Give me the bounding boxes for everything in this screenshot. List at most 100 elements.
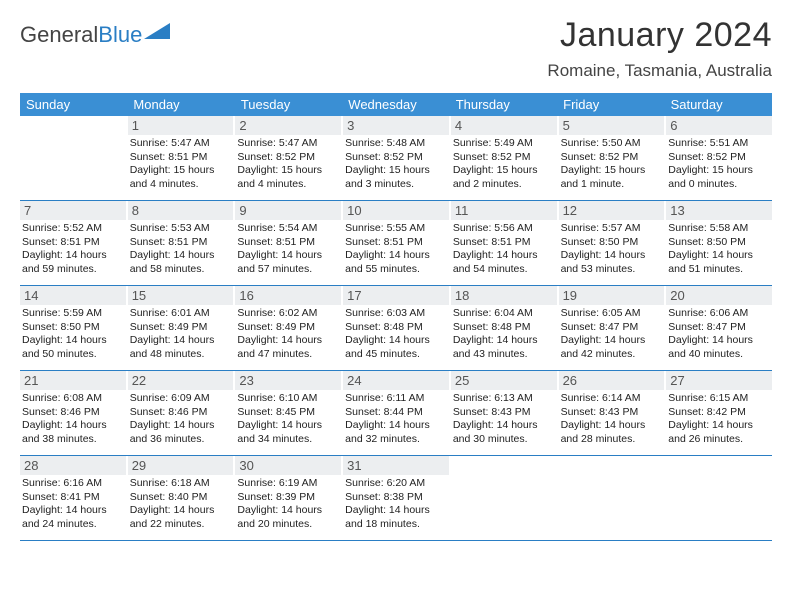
- location: Romaine, Tasmania, Australia: [547, 61, 772, 81]
- day-details: Sunrise: 6:20 AMSunset: 8:38 PMDaylight:…: [343, 475, 449, 534]
- calendar-cell: 17Sunrise: 6:03 AMSunset: 8:48 PMDayligh…: [343, 286, 449, 370]
- day-number: 31: [343, 456, 449, 475]
- calendar-cell: 11Sunrise: 5:56 AMSunset: 8:51 PMDayligh…: [451, 201, 557, 285]
- day-details: Sunrise: 6:04 AMSunset: 8:48 PMDaylight:…: [451, 305, 557, 364]
- calendar-cell: 1Sunrise: 5:47 AMSunset: 8:51 PMDaylight…: [128, 116, 234, 200]
- day-details: Sunrise: 6:02 AMSunset: 8:49 PMDaylight:…: [235, 305, 341, 364]
- calendar-cell: 25Sunrise: 6:13 AMSunset: 8:43 PMDayligh…: [451, 371, 557, 455]
- day-details: Sunrise: 5:54 AMSunset: 8:51 PMDaylight:…: [235, 220, 341, 279]
- day-number: 11: [451, 201, 557, 220]
- calendar-cell: 13Sunrise: 5:58 AMSunset: 8:50 PMDayligh…: [666, 201, 772, 285]
- month-title: January 2024: [547, 16, 772, 55]
- day-details: Sunrise: 5:52 AMSunset: 8:51 PMDaylight:…: [20, 220, 126, 279]
- day-of-week-label: Sunday: [20, 93, 127, 116]
- calendar-cell: 4Sunrise: 5:49 AMSunset: 8:52 PMDaylight…: [451, 116, 557, 200]
- day-number: 23: [235, 371, 341, 390]
- day-details: Sunrise: 6:18 AMSunset: 8:40 PMDaylight:…: [128, 475, 234, 534]
- day-details: Sunrise: 6:15 AMSunset: 8:42 PMDaylight:…: [666, 390, 772, 449]
- calendar-cell: 16Sunrise: 6:02 AMSunset: 8:49 PMDayligh…: [235, 286, 341, 370]
- day-details: Sunrise: 5:53 AMSunset: 8:51 PMDaylight:…: [128, 220, 234, 279]
- calendar-week: 28Sunrise: 6:16 AMSunset: 8:41 PMDayligh…: [20, 456, 772, 541]
- day-details: Sunrise: 5:57 AMSunset: 8:50 PMDaylight:…: [559, 220, 665, 279]
- calendar-cell: 18Sunrise: 6:04 AMSunset: 8:48 PMDayligh…: [451, 286, 557, 370]
- day-number: 8: [128, 201, 234, 220]
- day-number: 1: [128, 116, 234, 135]
- calendar-cell: 23Sunrise: 6:10 AMSunset: 8:45 PMDayligh…: [235, 371, 341, 455]
- calendar-page: GeneralBlue January 2024 Romaine, Tasman…: [0, 0, 792, 561]
- day-of-week-label: Wednesday: [342, 93, 449, 116]
- calendar-cell: 31Sunrise: 6:20 AMSunset: 8:38 PMDayligh…: [343, 456, 449, 540]
- calendar-cell: 15Sunrise: 6:01 AMSunset: 8:49 PMDayligh…: [128, 286, 234, 370]
- day-number: 4: [451, 116, 557, 135]
- day-details: Sunrise: 5:58 AMSunset: 8:50 PMDaylight:…: [666, 220, 772, 279]
- calendar-cell: 7Sunrise: 5:52 AMSunset: 8:51 PMDaylight…: [20, 201, 126, 285]
- calendar-cell: 22Sunrise: 6:09 AMSunset: 8:46 PMDayligh…: [128, 371, 234, 455]
- day-number: 28: [20, 456, 126, 475]
- calendar-cell: [559, 456, 665, 540]
- calendar-cell: 3Sunrise: 5:48 AMSunset: 8:52 PMDaylight…: [343, 116, 449, 200]
- day-number: 25: [451, 371, 557, 390]
- day-number: 22: [128, 371, 234, 390]
- day-number: 2: [235, 116, 341, 135]
- calendar-cell: 21Sunrise: 6:08 AMSunset: 8:46 PMDayligh…: [20, 371, 126, 455]
- day-number: 3: [343, 116, 449, 135]
- calendar-cell: 28Sunrise: 6:16 AMSunset: 8:41 PMDayligh…: [20, 456, 126, 540]
- calendar-cell: 26Sunrise: 6:14 AMSunset: 8:43 PMDayligh…: [559, 371, 665, 455]
- day-details: Sunrise: 6:13 AMSunset: 8:43 PMDaylight:…: [451, 390, 557, 449]
- day-details: Sunrise: 5:48 AMSunset: 8:52 PMDaylight:…: [343, 135, 449, 194]
- triangle-icon: [144, 23, 170, 46]
- day-number: 12: [559, 201, 665, 220]
- calendar-cell: 12Sunrise: 5:57 AMSunset: 8:50 PMDayligh…: [559, 201, 665, 285]
- day-of-week-label: Saturday: [665, 93, 772, 116]
- day-details: Sunrise: 5:59 AMSunset: 8:50 PMDaylight:…: [20, 305, 126, 364]
- day-number: 30: [235, 456, 341, 475]
- day-number: 9: [235, 201, 341, 220]
- day-number: 7: [20, 201, 126, 220]
- day-details: Sunrise: 6:11 AMSunset: 8:44 PMDaylight:…: [343, 390, 449, 449]
- day-number: 6: [666, 116, 772, 135]
- calendar-body: 1Sunrise: 5:47 AMSunset: 8:51 PMDaylight…: [20, 116, 772, 541]
- logo-word-general: General: [20, 22, 98, 47]
- calendar-cell: [451, 456, 557, 540]
- logo-word-blue: Blue: [98, 22, 142, 47]
- day-number: 26: [559, 371, 665, 390]
- day-number: 15: [128, 286, 234, 305]
- calendar-cell: 30Sunrise: 6:19 AMSunset: 8:39 PMDayligh…: [235, 456, 341, 540]
- day-details: Sunrise: 5:50 AMSunset: 8:52 PMDaylight:…: [559, 135, 665, 194]
- day-of-week-label: Monday: [127, 93, 234, 116]
- calendar-cell: 20Sunrise: 6:06 AMSunset: 8:47 PMDayligh…: [666, 286, 772, 370]
- day-number: 29: [128, 456, 234, 475]
- day-details: Sunrise: 6:10 AMSunset: 8:45 PMDaylight:…: [235, 390, 341, 449]
- calendar-cell: 29Sunrise: 6:18 AMSunset: 8:40 PMDayligh…: [128, 456, 234, 540]
- day-details: Sunrise: 5:47 AMSunset: 8:51 PMDaylight:…: [128, 135, 234, 194]
- calendar-cell: 27Sunrise: 6:15 AMSunset: 8:42 PMDayligh…: [666, 371, 772, 455]
- day-number: 10: [343, 201, 449, 220]
- calendar-cell: 6Sunrise: 5:51 AMSunset: 8:52 PMDaylight…: [666, 116, 772, 200]
- day-of-week-header: SundayMondayTuesdayWednesdayThursdayFrid…: [20, 93, 772, 116]
- calendar-week: 21Sunrise: 6:08 AMSunset: 8:46 PMDayligh…: [20, 371, 772, 456]
- calendar-cell: 10Sunrise: 5:55 AMSunset: 8:51 PMDayligh…: [343, 201, 449, 285]
- day-details: Sunrise: 6:08 AMSunset: 8:46 PMDaylight:…: [20, 390, 126, 449]
- day-of-week-label: Thursday: [450, 93, 557, 116]
- day-details: Sunrise: 6:14 AMSunset: 8:43 PMDaylight:…: [559, 390, 665, 449]
- day-details: Sunrise: 5:47 AMSunset: 8:52 PMDaylight:…: [235, 135, 341, 194]
- calendar-cell: 14Sunrise: 5:59 AMSunset: 8:50 PMDayligh…: [20, 286, 126, 370]
- calendar-cell: 24Sunrise: 6:11 AMSunset: 8:44 PMDayligh…: [343, 371, 449, 455]
- calendar: SundayMondayTuesdayWednesdayThursdayFrid…: [20, 93, 772, 541]
- calendar-cell: 5Sunrise: 5:50 AMSunset: 8:52 PMDaylight…: [559, 116, 665, 200]
- day-number: 13: [666, 201, 772, 220]
- day-details: Sunrise: 5:56 AMSunset: 8:51 PMDaylight:…: [451, 220, 557, 279]
- day-details: Sunrise: 6:05 AMSunset: 8:47 PMDaylight:…: [559, 305, 665, 364]
- day-details: Sunrise: 5:55 AMSunset: 8:51 PMDaylight:…: [343, 220, 449, 279]
- calendar-week: 7Sunrise: 5:52 AMSunset: 8:51 PMDaylight…: [20, 201, 772, 286]
- day-number: 19: [559, 286, 665, 305]
- day-of-week-label: Tuesday: [235, 93, 342, 116]
- calendar-cell: [666, 456, 772, 540]
- logo: GeneralBlue: [20, 24, 170, 46]
- day-details: Sunrise: 6:19 AMSunset: 8:39 PMDaylight:…: [235, 475, 341, 534]
- day-details: Sunrise: 6:16 AMSunset: 8:41 PMDaylight:…: [20, 475, 126, 534]
- day-number: 20: [666, 286, 772, 305]
- calendar-week: 14Sunrise: 5:59 AMSunset: 8:50 PMDayligh…: [20, 286, 772, 371]
- header: GeneralBlue January 2024 Romaine, Tasman…: [20, 16, 772, 81]
- day-details: Sunrise: 6:06 AMSunset: 8:47 PMDaylight:…: [666, 305, 772, 364]
